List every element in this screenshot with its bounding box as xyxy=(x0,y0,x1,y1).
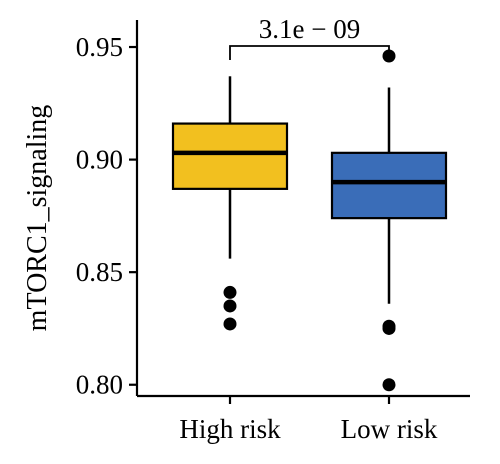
box-iqr xyxy=(330,151,448,220)
outlier-point xyxy=(223,299,237,313)
box-high-risk xyxy=(171,76,289,331)
p-value-label: 3.1e − 09 xyxy=(259,14,360,44)
y-tick-label: 0.95 xyxy=(76,32,123,62)
box-iqr xyxy=(171,122,289,190)
y-axis-title: mTORC1_signaling xyxy=(22,105,53,332)
x-tick-label: Low risk xyxy=(341,414,438,444)
x-axis: High risk Low risk xyxy=(137,394,470,444)
y-tick-label: 0.90 xyxy=(76,145,123,175)
outlier-point xyxy=(223,317,237,331)
y-axis: 0.80 0.85 0.90 0.95 xyxy=(76,20,139,400)
y-tick-label: 0.85 xyxy=(76,257,123,287)
y-tick-label: 0.80 xyxy=(76,370,123,400)
significance-annotation: 3.1e − 09 xyxy=(229,14,390,60)
outlier-point xyxy=(382,378,396,392)
box-series xyxy=(171,49,448,392)
x-tick-label: High risk xyxy=(179,414,281,444)
box-low-risk xyxy=(330,49,448,392)
significance-bracket xyxy=(229,45,390,60)
outlier-point xyxy=(382,321,396,335)
outlier-point xyxy=(223,285,237,299)
